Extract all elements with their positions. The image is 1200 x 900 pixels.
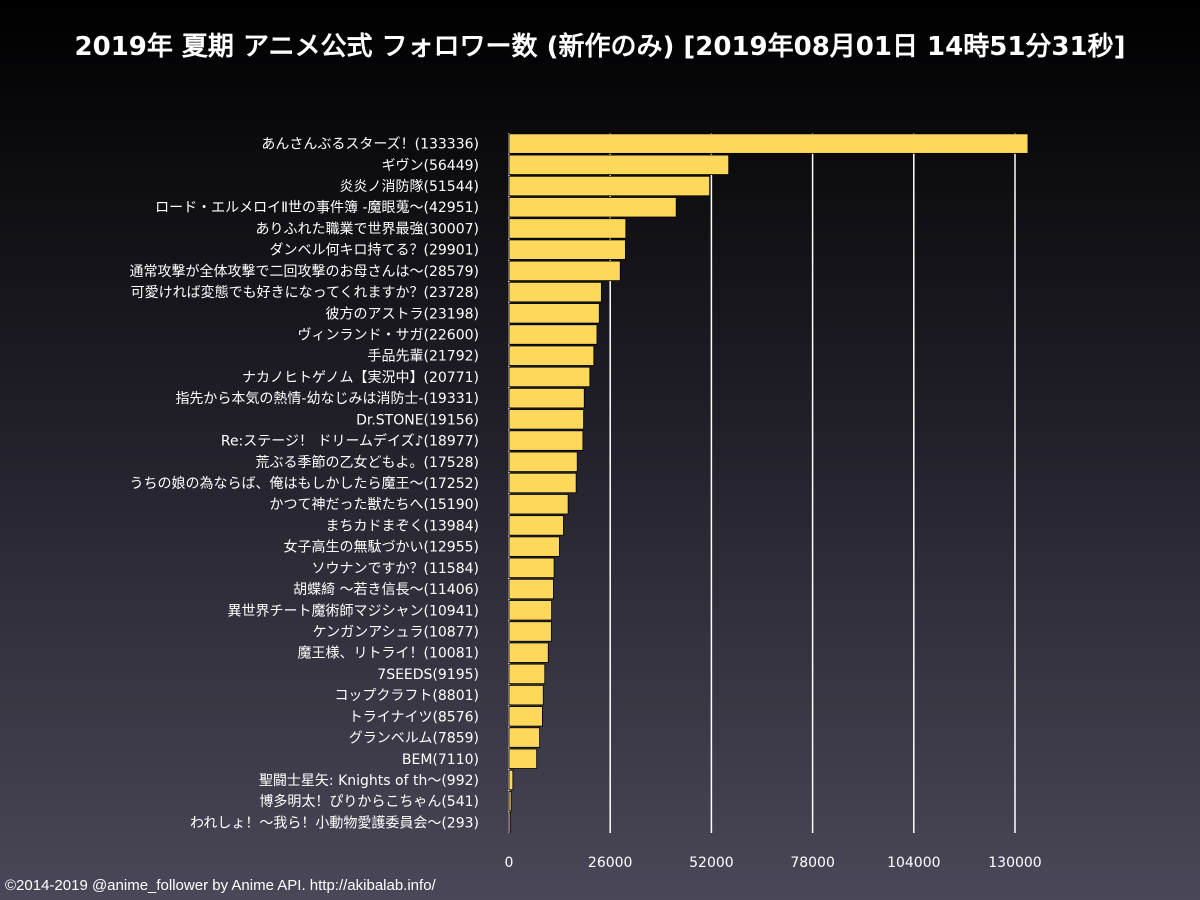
category-label: 指先から本気の熱情-幼なじみは消防士-(19331) — [175, 391, 479, 407]
category-label: ヴィンランド・サガ(22600) — [298, 327, 479, 344]
bar — [508, 239, 626, 260]
category-label: われしょ！～我ら！小動物愛護委員会～(293) — [190, 815, 479, 831]
category-label: コップクラフト(8801) — [334, 688, 479, 704]
category-label: 魔王様、リトライ！(10081) — [298, 646, 479, 662]
category-label: 荒ぶる季節の乙女どもよ。(17528) — [256, 454, 479, 471]
bar — [508, 133, 1029, 154]
bar — [508, 197, 677, 218]
category-label: 可愛ければ変態でも好きになってくれますか？(23728) — [131, 284, 479, 301]
category-label: ケンガンアシュラ(10877) — [313, 624, 479, 640]
bar — [508, 175, 711, 197]
bar — [508, 303, 600, 324]
bar — [508, 621, 552, 642]
bar — [508, 578, 554, 600]
bar — [508, 515, 564, 536]
category-label: 炎炎ノ消防隊(51544) — [340, 179, 479, 195]
x-axis-ticks: 0 26000 52000 78000 104000 130000 — [505, 855, 1042, 871]
bar — [508, 684, 544, 706]
category-labels: あんさんぶるスターズ！(133336) ギヴン(56449) 炎炎ノ消防隊(5154… — [130, 137, 479, 832]
x-tick-label: 0 — [505, 855, 514, 871]
category-label: ナカノヒトゲノム【実況中】(20771) — [242, 370, 479, 386]
bars — [508, 133, 1029, 833]
x-tick-label: 130000 — [988, 855, 1041, 871]
bar — [508, 451, 578, 472]
x-tick-label: 104000 — [887, 855, 940, 871]
x-tick-label: 78000 — [790, 855, 835, 871]
category-label: 通常攻撃が全体攻撃で二回攻撃のお母さんは～(28579) — [130, 263, 479, 280]
category-label: トライナイツ(8576) — [349, 709, 479, 725]
category-label: 胡蝶綺 ～若き信長～(11406) — [293, 582, 479, 598]
bar — [508, 472, 577, 494]
copyright-footer: ©2014-2019 @anime_follower by Anime API.… — [5, 877, 436, 894]
bar — [508, 769, 514, 791]
category-label: グランベルム(7859) — [349, 731, 479, 747]
category-label: うちの娘の為ならば、俺はもしかしたら魔王～(17252) — [130, 476, 479, 492]
bar — [508, 430, 584, 451]
bar — [508, 706, 543, 727]
category-label: ありふれた職業で世界最強(30007) — [256, 221, 479, 237]
bar — [508, 154, 730, 175]
bar — [508, 536, 560, 557]
category-label: 女子高生の無駄づかい(12955) — [284, 539, 479, 556]
category-label: Re:ステージ！ ドリームデイズ♪(18977) — [221, 433, 479, 450]
bar — [508, 281, 602, 303]
bar — [508, 748, 538, 769]
category-label: ソウナンですか？(11584) — [312, 561, 479, 577]
x-tick-label: 26000 — [588, 855, 633, 871]
bar — [508, 260, 621, 282]
bar — [508, 218, 627, 239]
category-label: Dr.STONE(19156) — [356, 412, 479, 428]
bar — [508, 345, 595, 366]
bar — [508, 812, 511, 833]
category-label: 博多明太！ぴりからこちゃん(541) — [259, 793, 479, 810]
category-label: あんさんぶるスターズ！(133336) — [261, 137, 479, 153]
x-tick-label: 52000 — [689, 855, 734, 871]
bar — [508, 324, 598, 345]
category-label: ギヴン(56449) — [382, 157, 479, 174]
bar — [508, 366, 591, 388]
bar — [508, 727, 540, 748]
bar — [508, 642, 549, 663]
bar — [508, 600, 552, 621]
chart-title: 2019年 夏期 アニメ公式 フォロワー数 (新作のみ) [2019年08月01… — [74, 32, 1126, 62]
category-label: 手品先輩(21792) — [368, 349, 479, 365]
category-label: ダンベル何キロ持てる？(29901) — [270, 243, 479, 259]
bar — [508, 791, 512, 812]
category-label: 聖闘士星矢: Knights of th～(992) — [259, 773, 479, 789]
category-label: 7SEEDS(9195) — [377, 667, 479, 683]
bar — [508, 557, 555, 579]
bar — [508, 409, 584, 430]
category-label: BEM(7110) — [402, 752, 479, 768]
category-label: 彼方のアストラ(23198) — [326, 306, 479, 322]
bar — [508, 387, 585, 409]
category-label: まちカドまぞく(13984) — [326, 518, 479, 534]
bar — [508, 663, 546, 685]
category-label: かつて神だった獣たちへ(15190) — [270, 497, 479, 513]
category-label: ロード・エルメロイⅡ世の事件簿 -魔眼蒐～(42951) — [155, 200, 479, 216]
bar — [508, 494, 569, 515]
category-label: 異世界チート魔術師マジシャン(10941) — [228, 603, 479, 619]
